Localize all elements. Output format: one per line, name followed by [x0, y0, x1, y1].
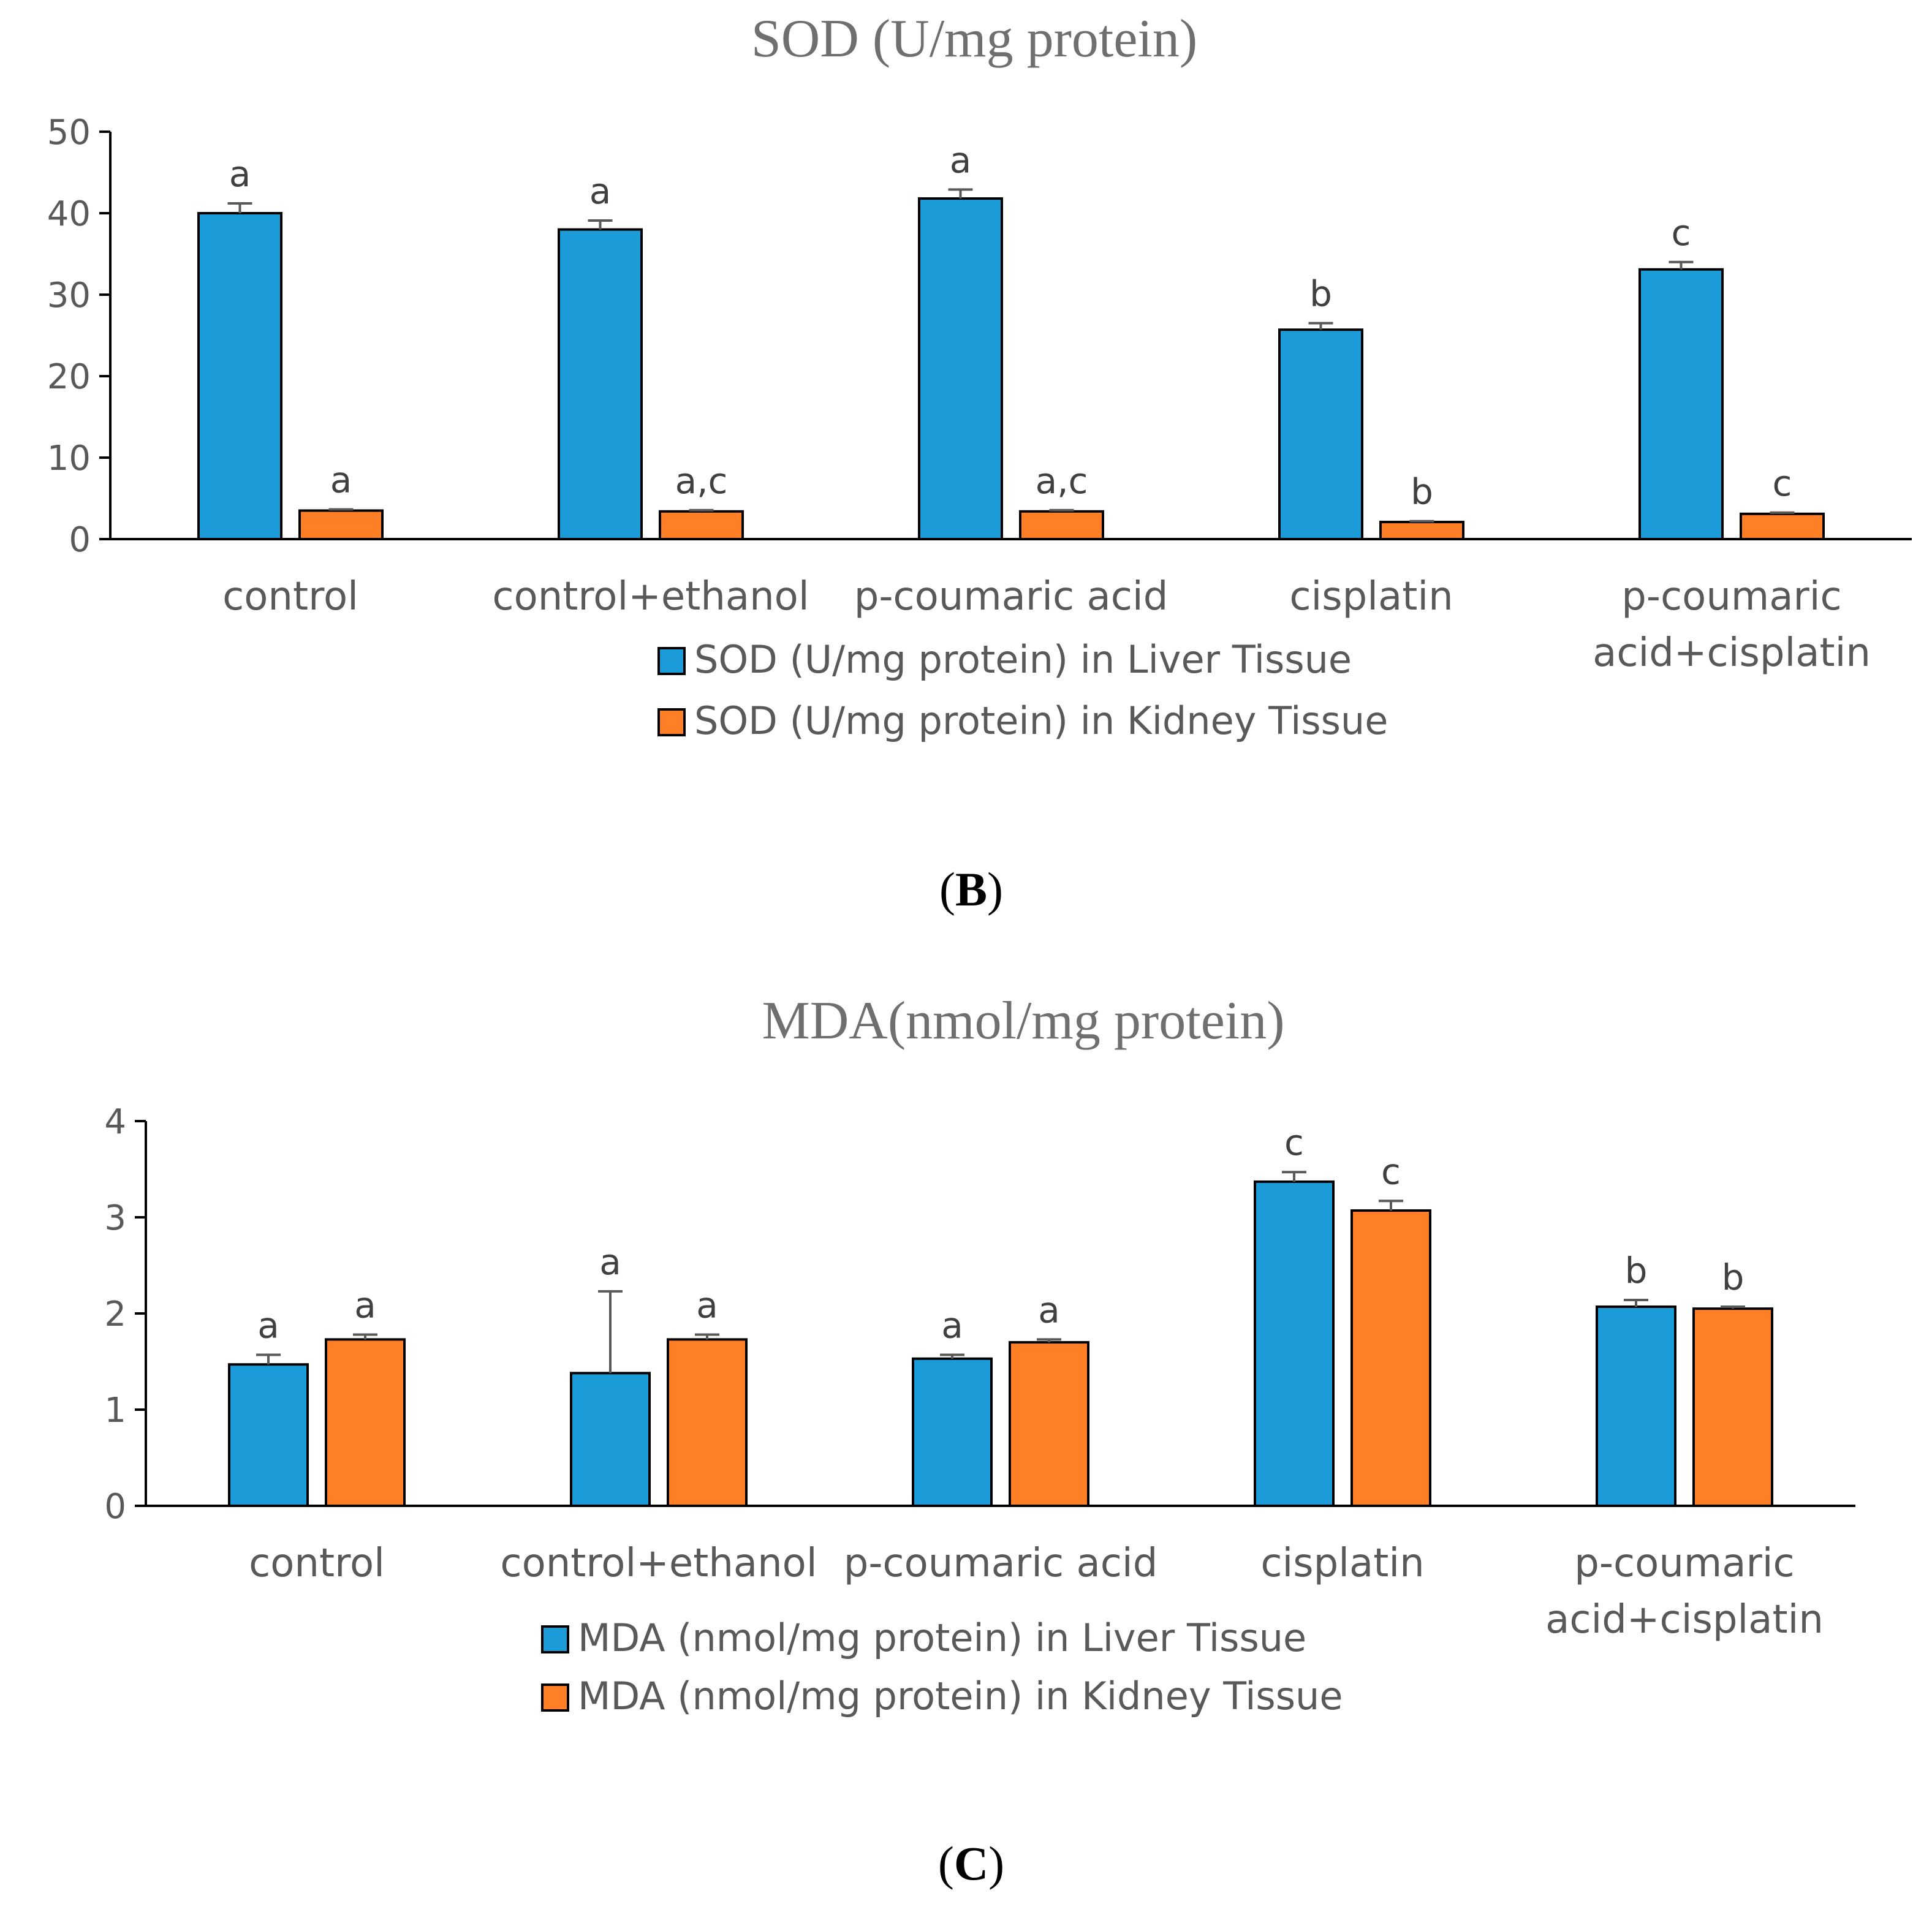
- y-tick-label: 0: [69, 520, 91, 560]
- y-tick-label: 40: [47, 194, 91, 234]
- x-category-label: acid+cisplatin: [1593, 630, 1871, 676]
- y-tick-label: 4: [104, 1102, 126, 1142]
- bar: [659, 510, 744, 541]
- significance-label: a: [330, 459, 352, 501]
- chart-panel-B: SOD (U/mg protein) 0 10 20 30 40 50 a a control a a…: [47, 9, 1912, 916]
- bar: [1638, 268, 1724, 540]
- legend-label: MDA (nmol/mg protein) in Liver Tissue: [578, 1615, 1306, 1660]
- significance-label: c: [1672, 212, 1691, 254]
- y-tick-label: 30: [47, 276, 91, 316]
- x-category-label: p-coumaric acid: [854, 574, 1169, 619]
- significance-label: c: [1773, 463, 1792, 504]
- bar: [197, 212, 282, 540]
- x-category-label: control+ethanol: [500, 1541, 817, 1586]
- y-tick-label: 0: [104, 1487, 126, 1527]
- significance-label: b: [1722, 1256, 1744, 1298]
- significance-label: a: [1038, 1289, 1060, 1331]
- bar: [918, 197, 1003, 540]
- significance-label: b: [1625, 1250, 1648, 1291]
- bar: [1009, 1341, 1089, 1508]
- y-tick-label: 50: [47, 113, 91, 153]
- chart-title: MDA(nmol/mg protein): [762, 991, 1284, 1051]
- significance-label: a: [696, 1285, 718, 1326]
- panel-label: (B): [939, 863, 1003, 916]
- bar: [1596, 1306, 1676, 1507]
- x-category-label: p-coumaric acid: [844, 1541, 1158, 1586]
- x-category-label: cisplatin: [1289, 574, 1453, 619]
- bar: [1740, 512, 1825, 541]
- bar: [1278, 328, 1363, 540]
- bar: [912, 1357, 993, 1508]
- bar: [570, 1372, 651, 1508]
- significance-label: a: [941, 1305, 963, 1347]
- significance-label: a,c: [675, 460, 728, 502]
- significance-label: a: [229, 153, 251, 195]
- significance-label: a: [599, 1241, 621, 1283]
- bar: [667, 1338, 748, 1507]
- significance-label: a: [354, 1285, 376, 1326]
- significance-label: b: [1411, 471, 1433, 513]
- bar: [1351, 1209, 1431, 1507]
- x-category-label: cisplatin: [1260, 1541, 1424, 1586]
- legend-swatch: [657, 647, 686, 675]
- legend-label: SOD (U/mg protein) in Kidney Tissue: [694, 698, 1388, 743]
- x-category-label: control: [249, 1541, 385, 1586]
- panel-label: (C): [938, 1837, 1004, 1890]
- y-tick-label: 20: [47, 357, 91, 397]
- significance-label: a,c: [1036, 460, 1088, 502]
- y-tick-label: 10: [47, 439, 91, 478]
- significance-label: a: [589, 170, 612, 212]
- legend-swatch: [657, 708, 686, 736]
- chart-title: SOD (U/mg protein): [751, 9, 1197, 69]
- legend-label: SOD (U/mg protein) in Liver Tissue: [694, 637, 1352, 682]
- x-category-label: acid+cisplatin: [1545, 1597, 1824, 1642]
- bar: [1379, 521, 1464, 541]
- bar: [228, 1363, 309, 1507]
- x-category-label: p-coumaric: [1574, 1541, 1794, 1586]
- significance-label: a: [257, 1305, 279, 1347]
- legend-swatch: [541, 1625, 569, 1653]
- significance-label: a: [950, 139, 972, 181]
- significance-label: c: [1381, 1151, 1401, 1192]
- bar: [325, 1338, 406, 1507]
- bar: [558, 228, 643, 540]
- y-tick-label: 2: [104, 1294, 126, 1334]
- y-tick-label: 1: [104, 1391, 126, 1430]
- x-category-label: control+ethanol: [492, 574, 809, 619]
- x-category-label: control: [222, 574, 358, 619]
- legend-swatch: [541, 1683, 569, 1712]
- bar: [1019, 510, 1104, 541]
- bar: [1254, 1180, 1335, 1508]
- bar: [1692, 1307, 1773, 1507]
- bar: [298, 509, 384, 541]
- legend-label: MDA (nmol/mg protein) in Kidney Tissue: [578, 1674, 1343, 1718]
- significance-label: c: [1284, 1122, 1304, 1163]
- y-tick-label: 3: [104, 1198, 126, 1238]
- chart-panel-C: MDA(nmol/mg protein) 0 1 2 3 4 a a control a a cont…: [104, 991, 1855, 1890]
- x-category-label: p-coumaric: [1621, 574, 1841, 619]
- significance-label: b: [1309, 273, 1332, 315]
